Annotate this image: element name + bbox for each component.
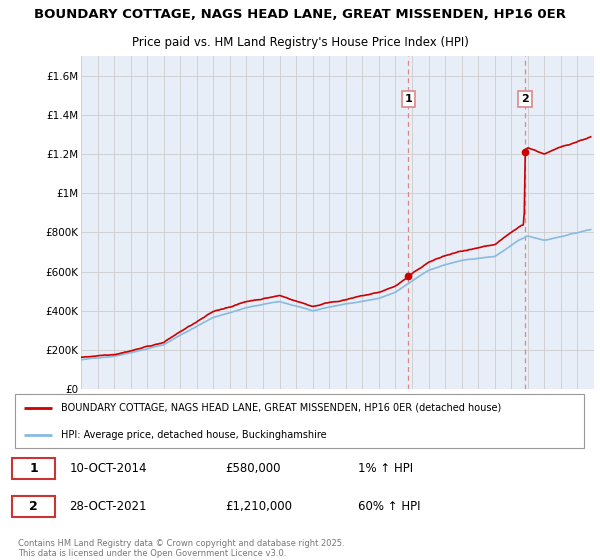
Text: 28-OCT-2021: 28-OCT-2021 <box>70 500 147 513</box>
Text: BOUNDARY COTTAGE, NAGS HEAD LANE, GREAT MISSENDEN, HP16 0ER (detached house): BOUNDARY COTTAGE, NAGS HEAD LANE, GREAT … <box>61 403 501 413</box>
Text: 2: 2 <box>29 500 38 513</box>
Text: £1,210,000: £1,210,000 <box>225 500 292 513</box>
Text: 1% ↑ HPI: 1% ↑ HPI <box>358 462 413 475</box>
FancyBboxPatch shape <box>15 394 584 449</box>
Text: £580,000: £580,000 <box>225 462 281 475</box>
Text: 2: 2 <box>521 94 529 104</box>
Text: 10-OCT-2014: 10-OCT-2014 <box>70 462 147 475</box>
Text: Price paid vs. HM Land Registry's House Price Index (HPI): Price paid vs. HM Land Registry's House … <box>131 36 469 49</box>
Text: HPI: Average price, detached house, Buckinghamshire: HPI: Average price, detached house, Buck… <box>61 430 326 440</box>
Text: Contains HM Land Registry data © Crown copyright and database right 2025.
This d: Contains HM Land Registry data © Crown c… <box>18 539 344 558</box>
Text: 60% ↑ HPI: 60% ↑ HPI <box>358 500 420 513</box>
Text: 1: 1 <box>29 462 38 475</box>
FancyBboxPatch shape <box>12 496 55 517</box>
Text: 1: 1 <box>404 94 412 104</box>
Text: BOUNDARY COTTAGE, NAGS HEAD LANE, GREAT MISSENDEN, HP16 0ER: BOUNDARY COTTAGE, NAGS HEAD LANE, GREAT … <box>34 8 566 21</box>
FancyBboxPatch shape <box>12 458 55 479</box>
